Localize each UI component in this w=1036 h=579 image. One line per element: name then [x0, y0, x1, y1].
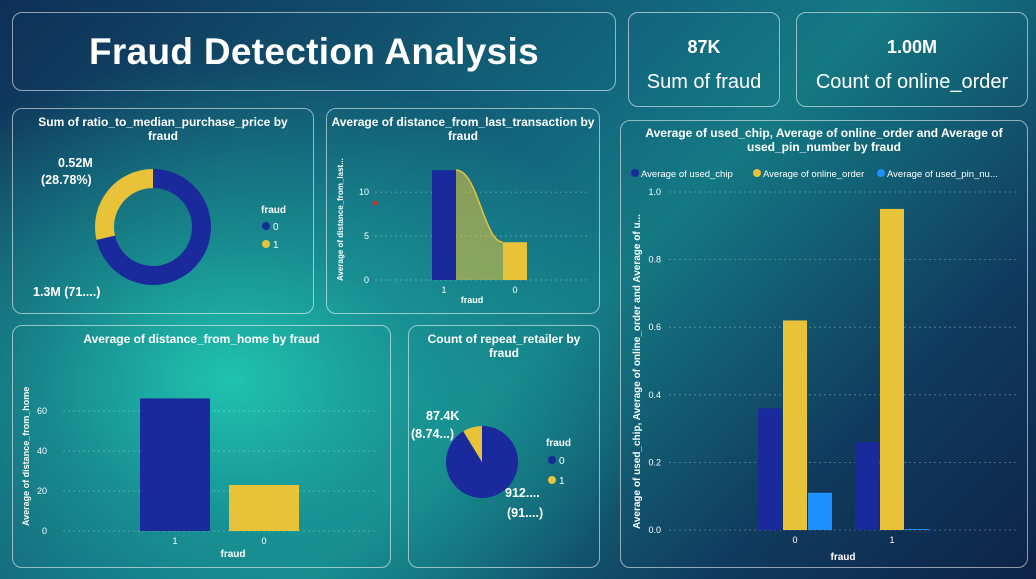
bar-0 — [503, 242, 527, 280]
legend-label: Average of used_chip — [641, 169, 733, 180]
y-tick-label: 0.2 — [648, 457, 661, 467]
page-title: Fraud Detection Analysis — [89, 31, 539, 72]
legend-title: fraud — [261, 205, 286, 216]
legend-marker — [548, 476, 556, 484]
data-label: 912.... — [505, 486, 540, 500]
kpi-label: Count of online_order — [815, 71, 1009, 93]
data-label: (28.78%) — [41, 173, 92, 187]
y-tick-label: 0.8 — [648, 255, 661, 265]
y-axis-label: Average of distance_from_home — [21, 387, 31, 526]
y-tick-label: 0.6 — [648, 322, 661, 332]
y-tick-label: 0 — [364, 275, 369, 285]
data-label: 0.52M — [58, 156, 93, 170]
bar-0-0 — [758, 408, 782, 530]
chart-title: Average of used_chip, Average of online_… — [645, 126, 1003, 154]
chart-title: Sum of ratio_to_median_purchase_price by… — [38, 115, 288, 143]
bar-1 — [140, 398, 210, 531]
anomaly-marker — [372, 200, 378, 206]
distance-last-tx-card[interactable]: Average of distance_from_last_transactio… — [326, 108, 600, 314]
y-tick-label: 20 — [37, 486, 47, 496]
pie-slice-1 — [94, 169, 153, 240]
kpi-label: Sum of fraud — [646, 71, 762, 93]
x-tick-label: 0 — [261, 536, 266, 546]
bar-0 — [229, 485, 299, 531]
y-axis-label: Average of distance_from_last... — [336, 158, 345, 281]
chip-online-pin-svg: Average of used_chip Average of online_o… — [631, 169, 1019, 563]
y-tick-label: 40 — [37, 446, 47, 456]
bar-1-2 — [905, 528, 929, 530]
x-tick-label: 0 — [792, 535, 797, 545]
y-tick-label: 1.0 — [648, 187, 661, 197]
repeat-retailer-card[interactable]: Count of repeat_retailer by fraud 87.4K … — [408, 325, 600, 568]
data-label: 87.4K — [426, 409, 459, 423]
y-tick-label: 5 — [364, 231, 369, 241]
ratio-donut-svg: 0.52M (28.78%) 1.3M (71....) fraud 0 1 — [33, 156, 286, 299]
bar-0-1 — [783, 320, 807, 530]
y-tick-label: 0.0 — [648, 525, 661, 535]
y-tick-label: 10 — [359, 187, 369, 197]
kpi-value: 87K — [687, 37, 721, 57]
legend-label: 0 — [559, 456, 565, 467]
area-fill — [456, 170, 503, 280]
legend-marker — [262, 222, 270, 230]
y-tick-label: 0.4 — [648, 390, 661, 400]
distance-home-card[interactable]: Average of distance_from_home by fraud A… — [12, 325, 391, 568]
bar-0-2 — [808, 492, 832, 530]
data-label: (8.74...) — [411, 427, 454, 441]
pie-slice-1 — [463, 426, 482, 462]
legend-title: fraud — [546, 438, 571, 449]
legend-label: 1 — [559, 476, 565, 487]
legend-marker — [631, 169, 639, 177]
data-label: 1.3M (71....) — [33, 285, 100, 299]
kpi-card-sum-fraud[interactable]: 87K Sum of fraud — [628, 12, 780, 107]
chip-online-pin-card[interactable]: Average of used_chip, Average of online_… — [620, 120, 1028, 568]
x-tick-label: 1 — [441, 285, 446, 295]
x-axis-label: fraud — [461, 295, 484, 305]
chart-title: Average of distance_from_home by fraud — [83, 332, 320, 346]
x-axis-label: fraud — [221, 549, 246, 560]
data-label: (91....) — [507, 506, 543, 520]
legend-marker — [753, 169, 761, 177]
repeat-retailer-svg: 87.4K (8.74...) 912.... (91....) fraud 0… — [411, 409, 571, 520]
chart-title: Count of repeat_retailer by fraud — [427, 332, 581, 360]
area-line — [455, 169, 504, 243]
chart-title: Average of distance_from_last_transactio… — [331, 115, 595, 143]
y-tick-label: 0 — [42, 526, 47, 536]
bar-1-0 — [855, 442, 879, 530]
legend-label: 1 — [273, 240, 279, 251]
kpi-card-count-online-order[interactable]: 1.00M Count of online_order — [796, 12, 1028, 107]
bar-1-1 — [880, 208, 904, 530]
x-axis-label: fraud — [831, 552, 856, 563]
legend-marker — [548, 456, 556, 464]
legend-marker — [877, 169, 885, 177]
legend-label: Average of online_order — [763, 169, 864, 180]
x-tick-label: 1 — [889, 535, 894, 545]
y-tick-label: 60 — [37, 406, 47, 416]
y-axis-label: Average of used_chip, Average of online_… — [632, 214, 643, 529]
kpi-value: 1.00M — [886, 37, 938, 57]
legend-marker — [262, 240, 270, 248]
x-tick-label: 0 — [512, 285, 517, 295]
legend-label: 0 — [273, 222, 279, 233]
pie-slice-0 — [96, 169, 211, 285]
ratio-donut-card[interactable]: Sum of ratio_to_median_purchase_price by… — [12, 108, 314, 314]
title-card: Fraud Detection Analysis — [12, 12, 616, 91]
bar-1 — [432, 170, 456, 280]
x-tick-label: 1 — [172, 536, 177, 546]
legend-label: Average of used_pin_nu... — [887, 169, 998, 180]
